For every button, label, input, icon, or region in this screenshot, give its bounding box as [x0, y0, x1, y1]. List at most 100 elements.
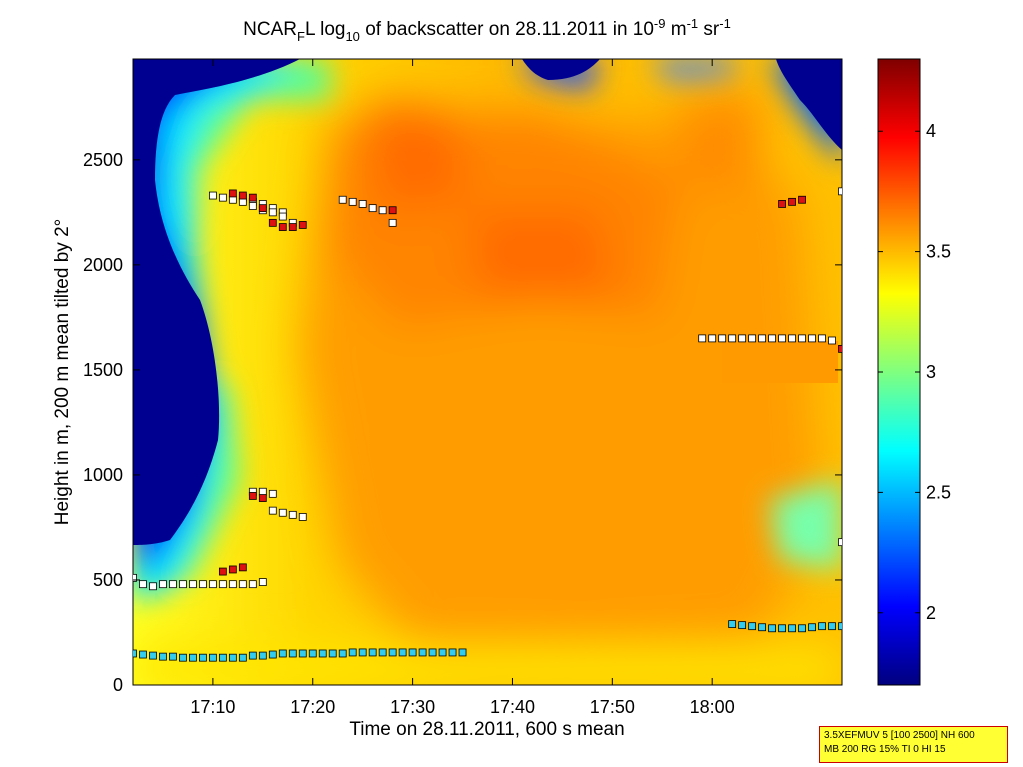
y-tick-label: 1500	[83, 360, 123, 380]
colorbar-tick-label: 2	[926, 603, 936, 623]
y-tick-label: 2000	[83, 255, 123, 275]
data-point	[228, 653, 237, 662]
data-point	[818, 622, 826, 631]
data-point	[388, 648, 397, 657]
data-point	[258, 651, 267, 660]
data-point	[248, 193, 257, 202]
data-point	[358, 200, 367, 208]
data-point	[208, 191, 217, 200]
info-box: 3.5XEFMUV 5 [100 2500] NH 600 MB 200 RG …	[819, 726, 1008, 763]
data-point	[159, 580, 167, 589]
data-point	[298, 649, 307, 658]
data-point	[258, 494, 267, 502]
data-point	[438, 648, 447, 657]
data-point	[738, 621, 747, 630]
data-point	[278, 212, 287, 221]
data-point	[238, 191, 247, 200]
data-point	[408, 648, 417, 657]
colorbar	[877, 58, 921, 686]
data-point	[268, 218, 277, 227]
data-point	[278, 223, 287, 231]
data-point	[298, 221, 307, 229]
title-part: -9	[654, 16, 666, 31]
data-point	[838, 538, 842, 547]
title-part: sr	[698, 19, 720, 40]
data-point	[428, 648, 437, 657]
data-point	[758, 623, 767, 632]
data-point	[838, 622, 842, 631]
marker-series	[133, 187, 842, 662]
colorbar-tick-label: 3	[926, 362, 936, 382]
data-point	[828, 336, 836, 345]
data-point	[368, 648, 377, 657]
title-part: F	[297, 29, 305, 44]
data-point	[218, 567, 227, 576]
data-point	[418, 648, 427, 657]
data-point	[248, 580, 257, 589]
data-point	[288, 510, 297, 519]
data-point	[149, 651, 157, 660]
data-point	[288, 223, 297, 231]
data-point	[268, 506, 277, 515]
data-point	[298, 513, 307, 521]
data-point	[278, 508, 287, 517]
data-point	[758, 334, 767, 343]
plot-frame	[132, 58, 843, 686]
chart-title: NCARFL log10 of backscatter on 28.11.201…	[243, 16, 731, 44]
data-point	[808, 623, 816, 632]
heatmap-field	[133, 59, 842, 685]
title-part: NCAR	[243, 19, 297, 40]
y-axis: 0 500 1000 1500 2000 2500	[83, 150, 842, 695]
x-axis: 17:10 17:20 17:30 17:40 17:50 18:00	[190, 59, 735, 717]
data-point	[169, 580, 177, 589]
data-point	[199, 580, 207, 589]
data-point	[228, 580, 237, 589]
data-point	[818, 334, 826, 343]
data-point	[218, 193, 227, 202]
info-line-2: MB 200 RG 15% TI 0 HI 15	[824, 744, 946, 755]
x-tick-label: 17:10	[190, 697, 235, 717]
data-point	[338, 649, 347, 658]
data-point	[348, 197, 357, 206]
data-point	[458, 648, 467, 657]
y-tick-label: 1000	[83, 465, 123, 485]
data-point	[179, 580, 187, 589]
data-point	[708, 334, 717, 343]
data-point	[208, 653, 217, 662]
data-point	[248, 202, 257, 210]
data-point	[169, 652, 177, 661]
data-point	[258, 204, 267, 213]
title-part: m	[665, 19, 686, 40]
data-point	[798, 334, 806, 343]
title-part: -1	[687, 16, 699, 31]
data-point	[179, 653, 187, 662]
data-point	[258, 578, 267, 586]
x-tick-label: 18:00	[690, 697, 735, 717]
data-point	[378, 206, 387, 215]
data-point	[318, 649, 327, 658]
data-point	[358, 648, 367, 657]
data-point	[189, 580, 197, 589]
data-point	[698, 334, 707, 343]
data-point	[378, 648, 387, 657]
colorbar-tick-label: 3.5	[926, 242, 951, 262]
data-point	[788, 624, 796, 633]
data-point	[288, 649, 297, 658]
data-point	[139, 580, 147, 589]
title-part: L log	[305, 19, 346, 40]
data-point	[778, 624, 786, 633]
data-point	[159, 652, 167, 661]
data-point	[238, 580, 247, 589]
data-point	[388, 206, 397, 215]
data-point	[368, 204, 377, 213]
data-point	[768, 334, 776, 343]
title-part: of backscatter on 28.11.2011 in 10	[360, 19, 654, 40]
data-point	[838, 187, 842, 196]
data-point	[808, 334, 816, 343]
colorbar-tick-label: 2.5	[926, 482, 951, 502]
data-point	[139, 650, 147, 659]
data-point	[448, 648, 457, 657]
data-point	[748, 334, 757, 343]
data-point	[728, 334, 737, 343]
data-point	[278, 649, 287, 658]
